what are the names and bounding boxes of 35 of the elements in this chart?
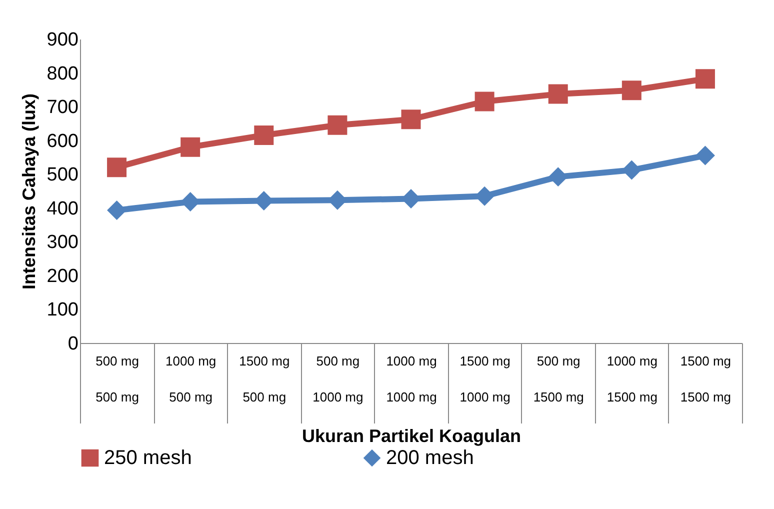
y-tick-label: 200 (46, 266, 78, 287)
point (328, 115, 348, 135)
point (180, 137, 200, 157)
point (695, 69, 715, 89)
y-tick-label: 100 (46, 300, 78, 321)
point (254, 126, 274, 146)
category-label: 500 mg 1500 mg (533, 354, 584, 404)
y-tick-label: 800 (46, 63, 78, 84)
point (622, 80, 642, 100)
y-tick-label: 700 (46, 97, 78, 118)
y-tick-label: 500 (46, 164, 78, 186)
category-label: 1000 mg 1000 mg (386, 354, 437, 404)
legend-label: 250 mesh (104, 447, 192, 469)
category-label: 500 mg 1000 mg (312, 354, 364, 404)
point (548, 84, 568, 104)
point (695, 146, 715, 166)
legend-label: 200 mesh (386, 447, 474, 469)
category-label: 1500 mg 1000 mg (460, 354, 510, 404)
y-tick-label: 300 (46, 232, 78, 254)
point (107, 158, 127, 178)
point (548, 167, 568, 187)
point (474, 92, 494, 112)
y-tick-label: 0 (68, 334, 78, 354)
point (107, 200, 127, 220)
y-tick-label: 900 (46, 30, 78, 50)
category-label: 1500 mg 1500 mg (680, 354, 732, 404)
y-tick-label: 600 (46, 130, 78, 152)
y-tick-label: 400 (46, 198, 78, 220)
category-label: 1000 mg 500 mg (166, 354, 216, 404)
point (401, 110, 421, 130)
category-label: 500 mg 500 mg (96, 354, 139, 404)
y-axis-title: Intensitas Cahaya (lux) (18, 93, 39, 290)
category-label: 1000 mg 1500 mg (606, 354, 658, 404)
x-axis-title: Ukuran Partikel Koagulan (302, 426, 522, 446)
category-label: 1500 mg 500 mg (239, 354, 290, 404)
